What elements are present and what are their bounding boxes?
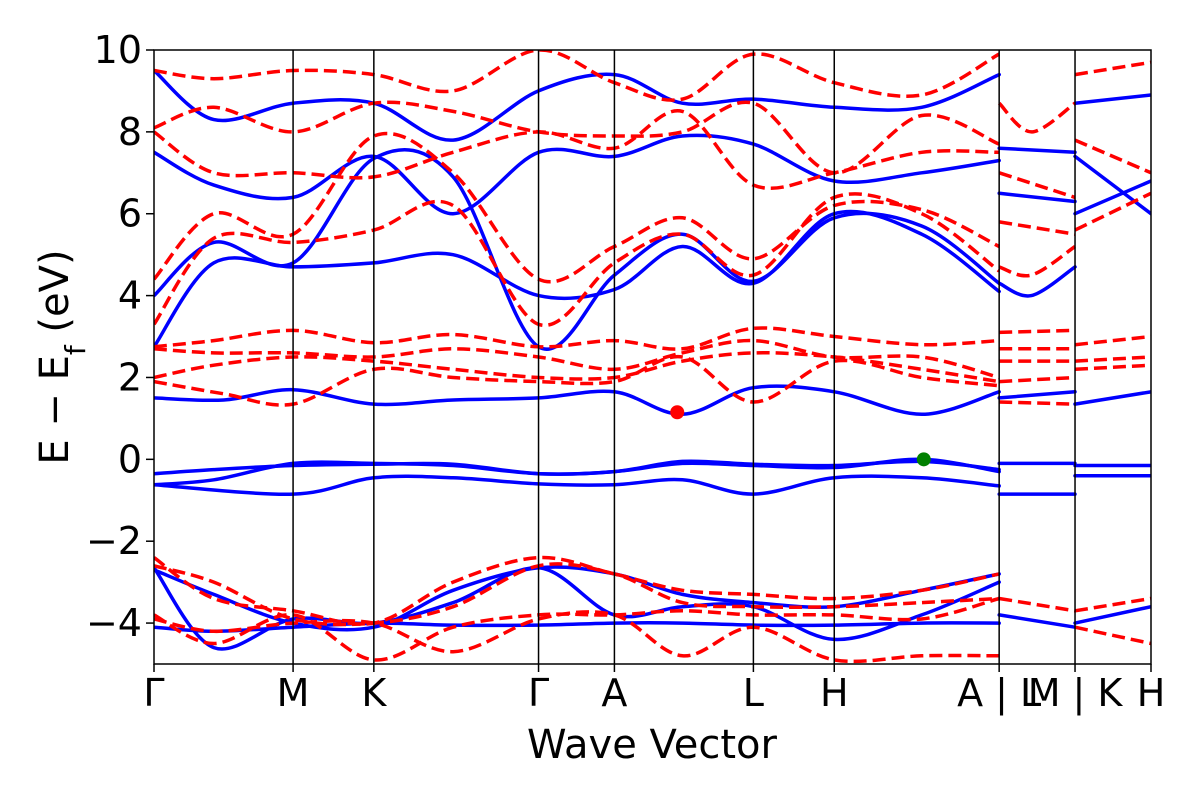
spin-up-band-24 xyxy=(1073,604,1151,625)
y-tick-label: −4 xyxy=(86,601,142,645)
spin-down-band-7 xyxy=(154,100,1000,175)
spin-down-band-20 xyxy=(998,171,1076,200)
spin-down-band-2 xyxy=(154,338,1000,380)
spin-up-band-22 xyxy=(1073,154,1151,216)
spin-down-band-13 xyxy=(999,400,1076,406)
spin-up-band-7 xyxy=(154,68,1001,142)
y-tick-label: 10 xyxy=(94,28,142,72)
spin-down-band-10 xyxy=(154,562,1000,627)
x-axis-label: Wave Vector xyxy=(527,722,778,768)
x-tick-label: A xyxy=(601,671,627,715)
spin-up-band-23 xyxy=(1073,93,1151,105)
spin-up-band-14 xyxy=(997,265,1077,298)
x-tick-label: H xyxy=(1137,671,1166,715)
spin-down-band-14 xyxy=(999,375,1076,384)
y-axis-label: E − Ef (eV) xyxy=(32,249,92,464)
spin-down-band-8 xyxy=(154,50,1001,102)
spin-up-band-21 xyxy=(1073,179,1151,216)
kpoint-separators xyxy=(292,50,1076,664)
y-tick-label: 2 xyxy=(118,355,142,399)
spin-up-band-17 xyxy=(997,613,1077,629)
x-tick-label: M | K xyxy=(1028,671,1124,716)
x-tick-label: Γ xyxy=(528,671,549,715)
spin-up-band-20 xyxy=(1073,390,1151,406)
spin-down-band-5 xyxy=(154,131,1000,284)
y-tick-label: 4 xyxy=(118,274,142,318)
x-axis-ticks: Γ M K Γ A L H A | LM | K H xyxy=(143,664,1165,716)
spin-up-band-13 xyxy=(997,390,1077,400)
x-tick-label: L xyxy=(743,671,764,715)
spin-down-band-21 xyxy=(997,101,1077,134)
spin-down-band-6 xyxy=(154,109,1000,191)
spin-up-band-3 xyxy=(154,384,1001,417)
spin-down-band-23 xyxy=(1074,363,1151,372)
spin-down-band-28 xyxy=(1074,60,1151,77)
spin-up-band-15 xyxy=(997,191,1077,204)
y-tick-label: −2 xyxy=(86,519,142,563)
x-tick-label: A | L xyxy=(957,671,1041,716)
spin-up-band-1 xyxy=(154,457,1001,476)
spin-down-band-25 xyxy=(1074,334,1151,347)
y-tick-label: 6 xyxy=(118,192,142,236)
x-tick-label: H xyxy=(820,671,849,715)
spin-down-band-17 xyxy=(999,328,1076,335)
spin-down-band-26 xyxy=(1074,191,1151,232)
spin-down-band-24 xyxy=(1074,355,1151,363)
spin-down-band-3 xyxy=(154,326,1000,351)
spin-down-band-29 xyxy=(1074,596,1151,613)
y-tick-label: 8 xyxy=(118,110,142,154)
vbm-marker xyxy=(916,452,931,467)
spin-down-band-18 xyxy=(998,245,1077,278)
spin-down-band-9 xyxy=(154,555,1000,626)
extrema-markers xyxy=(670,405,931,467)
x-tick-label: M xyxy=(277,671,310,715)
plot-frame xyxy=(153,49,1152,665)
bands-layer xyxy=(154,50,1151,664)
spin-up-band-6 xyxy=(154,133,1001,216)
x-tick-label: K xyxy=(361,671,387,715)
y-axis-ticks: 10 8 6 4 2 0 −2 −4 xyxy=(86,28,154,645)
spin-up-band-2 xyxy=(154,474,1001,496)
spin-down-band-22 xyxy=(998,596,1076,613)
spin-down-band-19 xyxy=(998,220,1076,236)
spin-down-band-30 xyxy=(1074,625,1151,646)
spin-up-band-8 xyxy=(154,565,1001,632)
cbm-marker xyxy=(670,405,685,420)
spin-down-band-27 xyxy=(1074,138,1151,175)
x-tick-label: Γ xyxy=(143,671,164,715)
y-tick-label: 0 xyxy=(118,437,142,481)
spin-up-band-16 xyxy=(997,146,1077,155)
